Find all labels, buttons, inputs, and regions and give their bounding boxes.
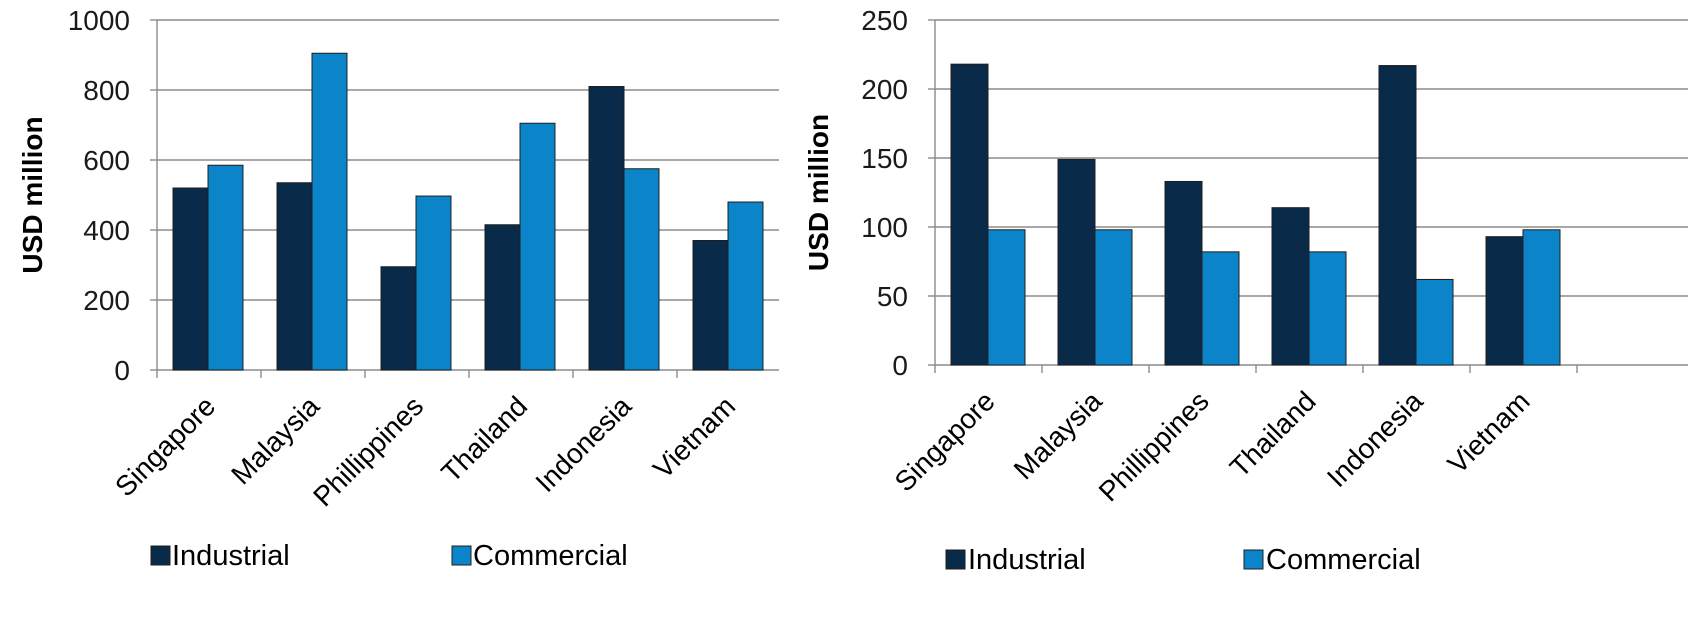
bar-commercial-indonesia: [623, 168, 660, 371]
bar-industrial-indonesia: [1378, 65, 1417, 366]
y-tick-label: 0: [114, 355, 130, 386]
bar-industrial-singapore: [172, 187, 209, 371]
bar-commercial-vietnam: [727, 201, 764, 371]
legend-swatch-industrial: [945, 549, 966, 570]
bar-industrial-vietnam: [1485, 236, 1524, 366]
legend-swatch-commercial: [1243, 549, 1264, 570]
y-tick-label: 1000: [68, 5, 130, 36]
x-tick-label: Phillippines: [1093, 385, 1215, 507]
y-tick-label: 200: [861, 74, 908, 105]
legend-label-commercial: Commercial: [473, 540, 628, 572]
chart-right: 0 50 100 150 200 250 USD million Singapore Malay…: [803, 5, 1688, 576]
x-tick-label: Vietnam: [1442, 385, 1536, 479]
x-tick-label: Thailand: [1224, 385, 1322, 483]
y-tick-label: 200: [83, 285, 130, 316]
x-tick-label: Vietnam: [647, 390, 741, 484]
bar-industrial-phillippines: [1164, 180, 1203, 366]
legend-label-commercial: Commercial: [1266, 544, 1421, 576]
x-tick-label: Malaysia: [225, 390, 325, 490]
x-tick-label: Singapore: [889, 385, 1001, 497]
x-tick-label: Thailand: [435, 390, 533, 488]
bar-industrial-phillippines: [380, 266, 417, 371]
y-tick-label: 150: [861, 143, 908, 174]
bar-commercial-thailand: [1308, 251, 1347, 366]
x-tick-label: Indonesia: [529, 390, 637, 498]
legend-swatch-industrial: [150, 545, 171, 566]
y-tick-label: 250: [861, 5, 908, 36]
bar-commercial-thailand: [519, 122, 556, 371]
bar-commercial-malaysia: [311, 52, 348, 371]
y-tick-label: 50: [877, 281, 908, 312]
bar-industrial-malaysia: [1057, 158, 1096, 366]
chart-left: 0 200 400 600 800 1000 USD million Singapore Mal…: [17, 5, 779, 572]
bar-commercial-indonesia: [1415, 278, 1454, 366]
legend-swatch-commercial: [451, 545, 472, 566]
bar-industrial-thailand: [1271, 207, 1310, 366]
y-axis-title: USD million: [17, 116, 48, 273]
y-tick-label: 0: [892, 350, 908, 381]
x-tick-label: Malaysia: [1008, 385, 1108, 485]
bar-commercial-phillippines: [415, 195, 452, 371]
x-tick-label: Indonesia: [1321, 385, 1429, 493]
bar-industrial-singapore: [950, 63, 989, 366]
legend-label-industrial: Industrial: [968, 544, 1086, 576]
bar-commercial-singapore: [207, 164, 244, 371]
bar-industrial-malaysia: [276, 182, 313, 371]
x-tick-label: Phillippines: [307, 390, 429, 512]
bar-industrial-vietnam: [692, 240, 729, 371]
bar-industrial-indonesia: [588, 86, 625, 371]
y-tick-label: 100: [861, 212, 908, 243]
x-tick-label: Singapore: [109, 390, 221, 502]
bar-commercial-phillippines: [1201, 251, 1240, 366]
bar-commercial-vietnam: [1522, 229, 1561, 366]
bar-commercial-malaysia: [1094, 229, 1133, 366]
legend-label-industrial: Industrial: [172, 540, 290, 572]
y-tick-label: 600: [83, 145, 130, 176]
y-tick-label: 400: [83, 215, 130, 246]
bar-commercial-singapore: [987, 229, 1026, 366]
y-axis-title: USD million: [803, 114, 834, 271]
y-tick-label: 800: [83, 75, 130, 106]
bar-industrial-thailand: [484, 224, 521, 371]
